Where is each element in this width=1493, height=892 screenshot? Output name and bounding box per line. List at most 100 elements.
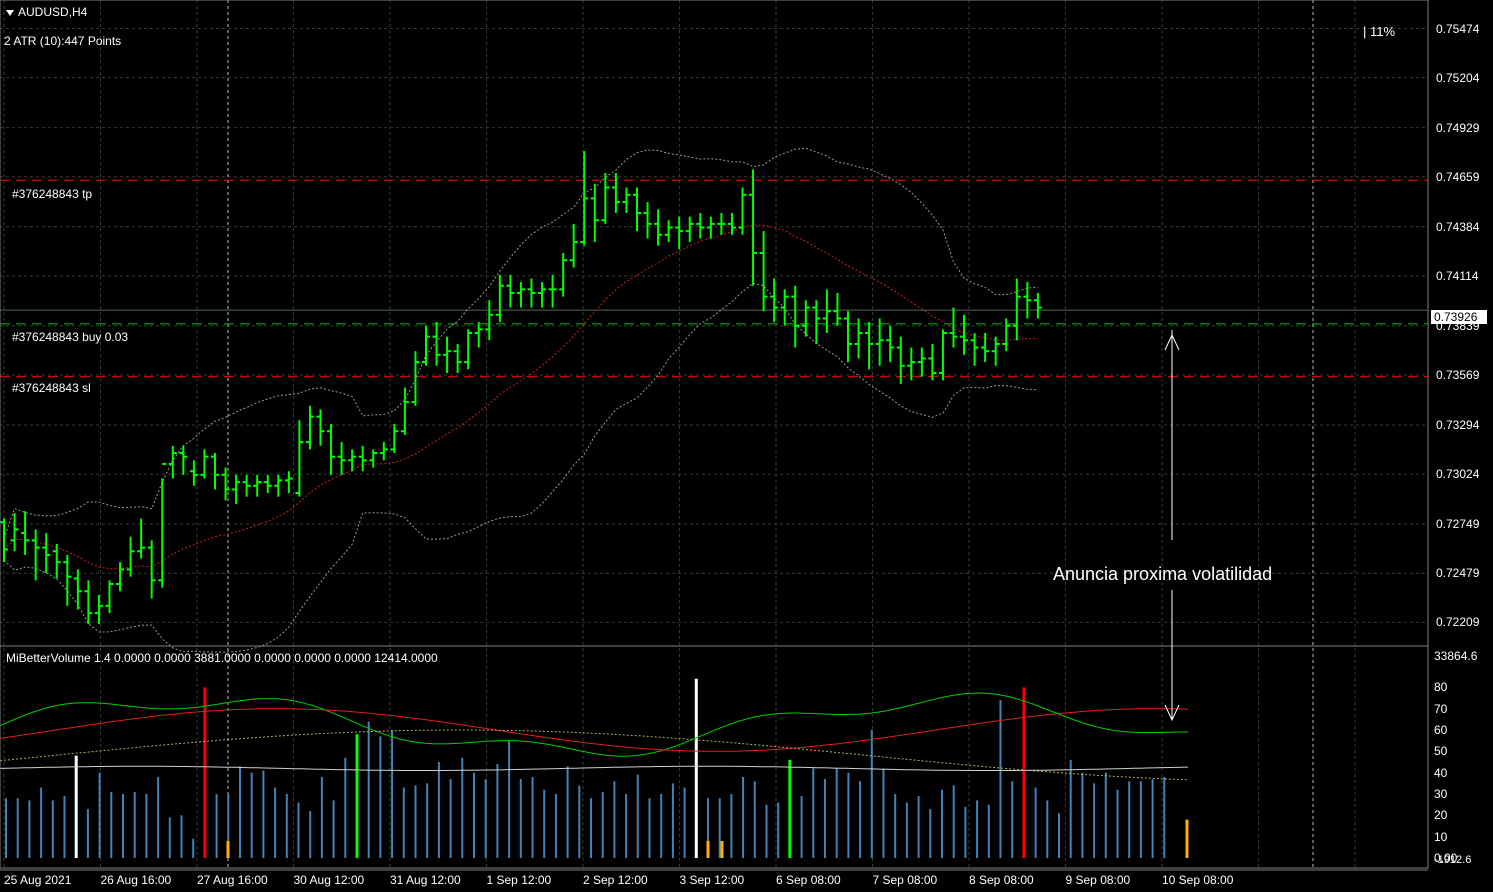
volatility-arrow <box>1164 330 1180 722</box>
volume-tick: 50 <box>1434 744 1448 759</box>
ohlc-bar <box>232 474 241 504</box>
ohlc-bar <box>211 453 219 490</box>
ohlc-bar <box>263 474 272 494</box>
ohlc-bar <box>105 580 114 614</box>
chart-frame <box>0 0 1429 871</box>
bollinger-bands <box>3 147 1038 653</box>
price-tick: 0.73024 <box>1436 467 1480 482</box>
date-tick: 26 Aug 16:00 <box>100 873 172 887</box>
symbol-label: AUDUSD,H4 <box>18 5 88 19</box>
ohlc-bar <box>1012 278 1021 341</box>
ohlc-bar <box>179 445 188 475</box>
date-tick: 3 Sep 12:00 <box>679 873 745 887</box>
ohlc-bar <box>896 336 905 384</box>
order-buy-label[interactable]: #376248843 buy 0.03 <box>12 330 129 344</box>
ohlc-bar <box>538 282 547 308</box>
ohlc-bar <box>242 474 251 497</box>
ohlc-bar <box>633 187 641 232</box>
ohlc-bar <box>907 347 916 381</box>
middle-band <box>3 224 1038 570</box>
ohlc-bar <box>727 212 736 235</box>
ohlc-bar <box>84 580 93 624</box>
ohlc-bar <box>844 311 852 363</box>
ohlc-bar <box>960 314 969 355</box>
ohlc-bar <box>474 322 483 348</box>
ohlc-bar <box>791 285 800 348</box>
ohlc-bar <box>52 543 61 579</box>
ohlc-bar <box>854 318 863 359</box>
ohlc-bar <box>411 351 420 406</box>
order-levels[interactable] <box>0 179 1428 378</box>
ohlc-bar <box>738 187 747 235</box>
ohlc-bar <box>21 511 30 555</box>
ohlc-bar <box>305 405 314 450</box>
ohlc-bar <box>685 216 694 243</box>
date-tick: 2 Sep 12:00 <box>583 873 648 887</box>
ohlc-bar <box>527 278 536 308</box>
ohlc-bar <box>654 209 663 246</box>
volume-tick: 10 <box>1434 829 1448 844</box>
ohlc-bar <box>400 387 409 435</box>
ohlc-bar <box>464 329 473 370</box>
date-tick: 25 Aug 2021 <box>4 873 72 887</box>
order-sl-label[interactable]: #376248843 sl <box>12 381 91 395</box>
ohlc-bar <box>622 187 631 213</box>
ohlc-bar <box>812 300 821 344</box>
ohlc-bar <box>0 518 8 563</box>
indicator-label: MiBetterVolume 1.4 0.0000 0.0000 3881.00… <box>6 651 438 665</box>
volume-ma-fast <box>0 692 1188 757</box>
price-tick: 0.72479 <box>1436 566 1480 581</box>
ohlc-bar <box>928 343 937 381</box>
ohlc-bar <box>274 474 283 497</box>
ohlc-bar <box>865 322 874 370</box>
percent-value: 11% <box>1370 24 1396 39</box>
ohlc-bar <box>200 449 209 479</box>
upper-band <box>3 147 1038 539</box>
ohlc-bar <box>822 289 831 334</box>
ohlc-bar <box>453 343 462 374</box>
symbol-title[interactable]: AUDUSD,H4 <box>6 5 87 19</box>
ohlc-bar <box>917 347 926 377</box>
ohlc-bar <box>94 594 103 624</box>
ohlc-bar <box>717 212 726 235</box>
ohlc-bar <box>253 474 262 497</box>
price-tick: 0.72209 <box>1436 615 1480 630</box>
ohlc-bar <box>73 569 82 610</box>
ohlc-bar <box>886 325 895 363</box>
ohlc-bar <box>495 274 504 323</box>
volume-axis-min: -1912.6 <box>1434 854 1472 866</box>
ohlc-bar <box>1002 318 1011 352</box>
date-tick: 8 Sep 08:00 <box>969 873 1034 887</box>
ohlc-bar <box>126 536 135 577</box>
ohlc-bar <box>949 307 958 348</box>
chevron-down-icon[interactable] <box>6 9 14 16</box>
volume-tick: 30 <box>1434 787 1448 801</box>
volume-baseline <box>0 765 1189 771</box>
ohlc-bar <box>168 445 177 479</box>
ohlc-bar <box>981 333 990 363</box>
volume-tick: 70 <box>1434 701 1448 716</box>
ohlc-bar <box>295 420 304 497</box>
date-tick: 31 Aug 12:00 <box>390 873 461 887</box>
ohlc-bar <box>337 442 346 475</box>
ohlc-bar <box>590 183 599 243</box>
ohlc-bar <box>970 333 979 366</box>
ohlc-bar <box>485 300 494 341</box>
volatility-annotation: Anuncia proxima volatilidad <box>1053 564 1273 584</box>
ohlc-bar <box>548 274 557 308</box>
ohlc-bar <box>31 529 40 581</box>
ohlc-bar <box>390 423 399 454</box>
ohlc-bar <box>770 278 779 323</box>
price-tick: 0.73294 <box>1436 418 1480 433</box>
ohlc-bar <box>284 471 293 494</box>
lower-band <box>3 282 1038 653</box>
ohlc-bar <box>422 325 430 366</box>
volume-ma-slow <box>0 708 1189 752</box>
atr-label: 2 ATR (10):447 Points <box>4 34 122 48</box>
chart-grid <box>0 0 1428 870</box>
order-tp-label[interactable]: #376248843 tp <box>12 187 93 201</box>
ohlc-bar <box>611 172 620 213</box>
ohlc-bar <box>443 336 452 374</box>
ohlc-bar <box>189 460 198 486</box>
